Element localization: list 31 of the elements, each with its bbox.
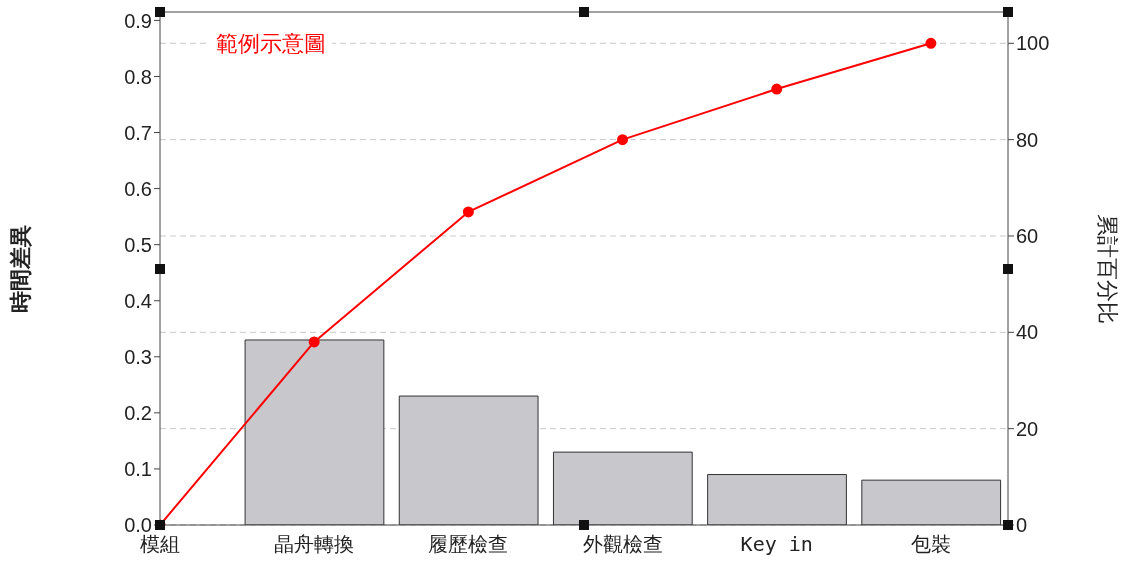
- y-axis-title: 時間差異: [6, 224, 33, 313]
- x-tick-label: 外觀檢查: [582, 532, 663, 556]
- y-tick-label: 0.7: [124, 121, 152, 144]
- x-tick-label: 履歷檢查: [428, 532, 509, 556]
- x-tick-label: Key in: [740, 532, 813, 556]
- x-tick-label: 包裝: [910, 532, 951, 556]
- y2-tick-label: 80: [1016, 128, 1039, 151]
- y2-tick-label: 100: [1016, 32, 1050, 55]
- annotation: 範例示意圖: [210, 30, 332, 58]
- y2-tick-label: 60: [1016, 225, 1039, 248]
- y-tick-label: 0.6: [124, 177, 152, 200]
- y2-axis-title: 累計百分比: [1095, 213, 1121, 324]
- bar: [707, 474, 847, 525]
- y-tick-label: 0.8: [124, 65, 152, 88]
- point: [771, 83, 783, 95]
- y2-tick-label: 0: [1016, 514, 1028, 537]
- y-tick-label: 0.3: [124, 345, 152, 368]
- y2-tick-label: 20: [1016, 417, 1039, 440]
- bar: [861, 479, 1002, 525]
- y-tick-label: 0.9: [124, 9, 152, 32]
- point: [925, 37, 937, 49]
- y-tick-label: 0.4: [124, 289, 152, 312]
- y-tick-label: 0.2: [124, 401, 152, 424]
- bar: [552, 451, 693, 525]
- y2-tick-label: 40: [1016, 321, 1039, 344]
- x-tick-label: 晶舟轉換: [274, 532, 355, 556]
- y-tick-label: 0.1: [124, 458, 152, 481]
- y-tick-label: 0.5: [124, 233, 152, 256]
- point: [462, 206, 474, 218]
- point: [617, 134, 629, 146]
- point: [308, 336, 320, 348]
